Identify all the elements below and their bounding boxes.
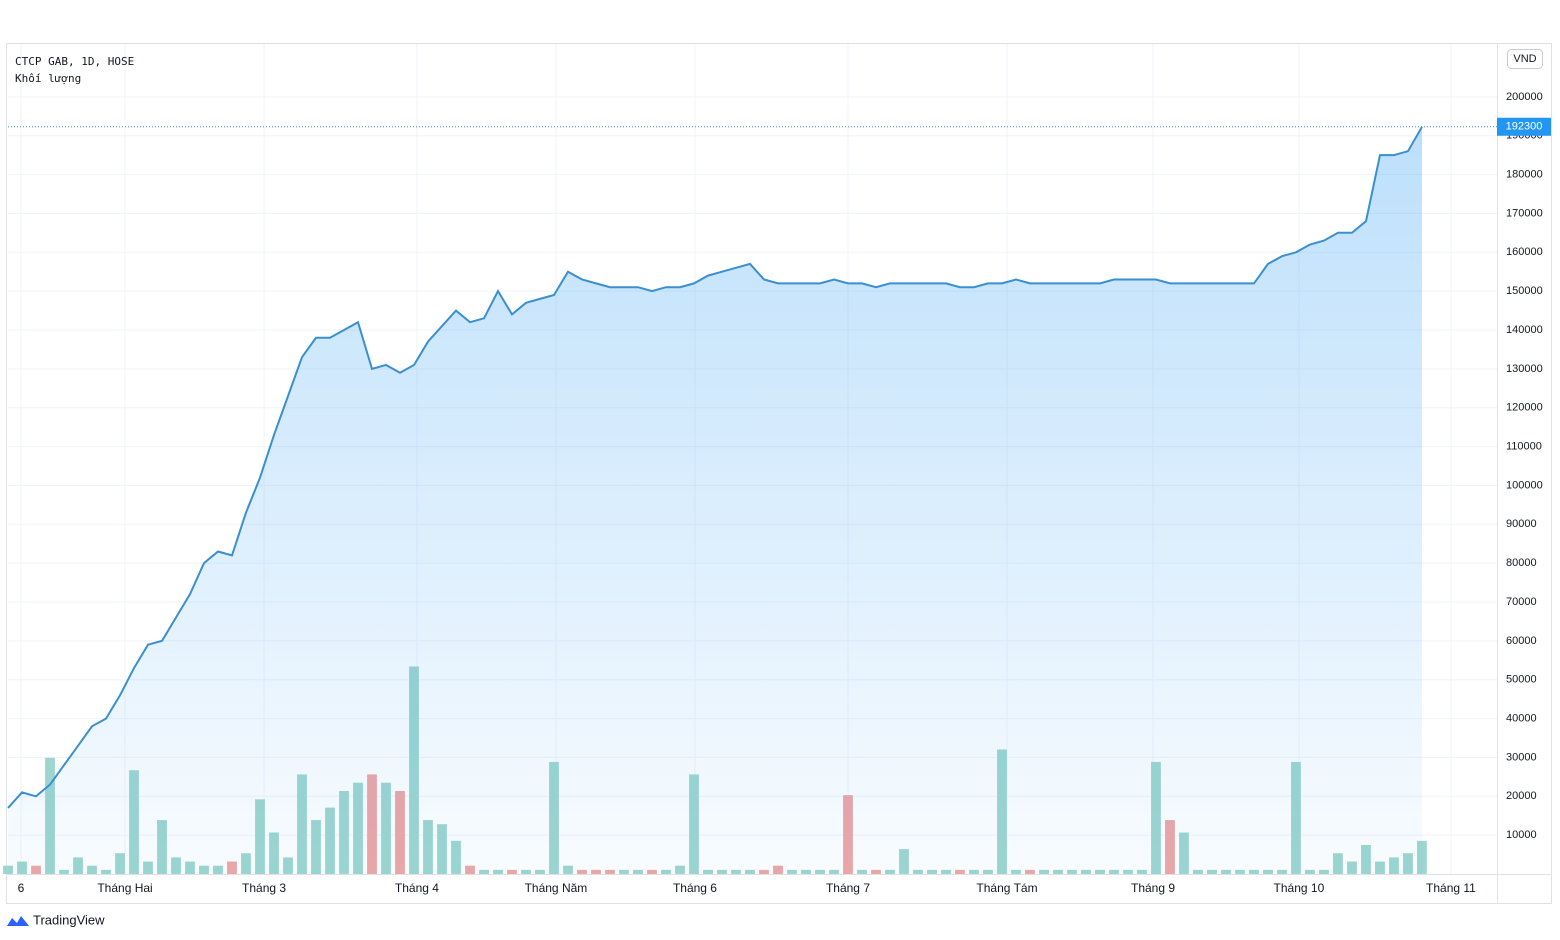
last-price-badge <box>1497 117 1551 136</box>
price-area <box>8 126 1422 875</box>
last-price-label: 192300 <box>1506 121 1543 133</box>
y-tick-label: 50000 <box>1506 674 1537 686</box>
x-tick-label: Tháng 10 <box>1274 881 1325 895</box>
x-tick-label: Tháng Tám <box>976 881 1037 895</box>
volume-bar <box>3 865 13 874</box>
y-tick-label: 70000 <box>1506 596 1537 608</box>
x-tick-label: Tháng 7 <box>826 881 870 895</box>
x-tick-label: Tháng 9 <box>1131 881 1175 895</box>
x-tick-label: Tháng Năm <box>525 881 588 895</box>
currency-badge[interactable] <box>1507 49 1543 69</box>
y-tick-label: 200000 <box>1506 91 1543 103</box>
y-tick-label: 140000 <box>1506 324 1543 336</box>
y-tick-label: 80000 <box>1506 557 1537 569</box>
x-tick-label: Tháng 11 <box>1426 881 1476 895</box>
y-tick-label: 40000 <box>1506 712 1537 724</box>
price-series <box>7 126 1497 875</box>
brand[interactable]: TradingView <box>33 912 105 927</box>
chart-title: CTCP GAB, 1D, HOSE <box>15 55 134 68</box>
x-tick-label: Tháng Hai <box>97 881 152 895</box>
x-tick-label: Tháng 4 <box>395 881 439 895</box>
currency[interactable]: VND <box>1513 53 1536 65</box>
y-tick-label: 30000 <box>1506 751 1537 763</box>
chart-frame <box>6 43 1552 904</box>
y-tick-label: 20000 <box>1506 790 1537 802</box>
price-line <box>7 126 1423 809</box>
y-tick-label: 10000 <box>1506 829 1537 841</box>
y-tick-label: 60000 <box>1506 635 1537 647</box>
brand-icon[interactable] <box>7 916 29 926</box>
y-tick-label: 90000 <box>1506 518 1537 530</box>
y-tick-label: 150000 <box>1506 285 1543 297</box>
brand-logo[interactable]: TradingView <box>7 912 105 927</box>
y-tick-label: 170000 <box>1506 207 1543 219</box>
y-tick-label: 100000 <box>1506 479 1543 491</box>
y-tick-label: 110000 <box>1506 440 1542 452</box>
volume-label: Khối lượng <box>15 72 81 85</box>
x-tick-label: Tháng 6 <box>673 881 717 895</box>
x-tick-label: Tháng 3 <box>242 881 286 895</box>
x-tick-label: 6 <box>18 881 25 895</box>
axes: 10000 20000 30000 40000 50000 60000 70000 80000… <box>18 91 1551 895</box>
y-tick-label: 120000 <box>1506 402 1543 414</box>
y-tick-label: 180000 <box>1506 168 1543 180</box>
y-tick-label: 130000 <box>1506 363 1543 375</box>
y-tick-label: 160000 <box>1506 246 1543 258</box>
